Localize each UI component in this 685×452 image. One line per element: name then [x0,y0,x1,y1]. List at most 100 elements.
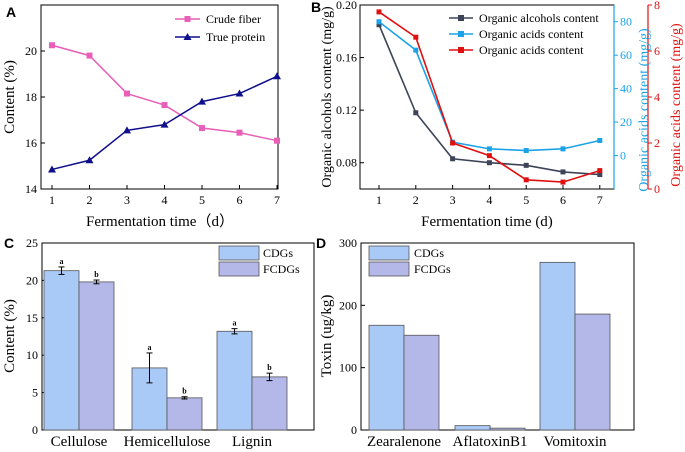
panel-b-point-alcohols [450,156,456,162]
panel-b-point-acids-blue [376,19,382,25]
panel-a-point-true-protein [160,120,169,128]
panel-d-ylabel: Toxin (ug/kg) [319,295,335,378]
panel-b-line-acids-blue [378,21,600,152]
panel-b-xtick-label: 2 [413,193,419,207]
panel-b-ytick-right2-label: 8 [654,0,660,12]
legend-d-fcdgs-label: FCDGs [414,262,451,276]
panel-c-bar-cdgs [216,330,253,431]
panel-b-ytick-right2-label: 2 [654,136,660,150]
panel-b-ytick-right2-label: 4 [654,90,660,104]
panel-b-point-alcohols [413,110,419,116]
panel-b-ylabel-right1: Organic acids content (mg/g) [637,28,652,192]
panel-c-category-label: Cellulose [51,434,108,450]
legend-true-protein-marker [183,33,192,40]
panel-c-bar-fcdgs [251,376,288,431]
panel-a-point-crude-fiber [49,42,55,49]
panel-c-significance-label: b [182,387,187,396]
panel-a-xtick-label: 3 [124,193,130,207]
panel-b-ytick-right2-label: 6 [654,44,660,58]
panel-a-ytick-label: 16 [25,136,37,150]
panel-d-category-label: AflatoxinB1 [453,434,528,450]
legend-d-cdgs-label: CDGs [414,246,444,260]
panel-a-ytick-label: 18 [25,90,37,104]
panel-a-point-crude-fiber [124,90,130,97]
panel-a-xtick-label: 4 [162,193,168,207]
panel-b-ticks: 1 2 3 4 5 6 7 0.08 0.12 0.16 0.20 0 20 40 60 80 0 2 4 6 8 [336,0,660,207]
panel-c-bar-cdgs [43,270,80,431]
panel-b-point-alcohols [560,169,566,175]
panel-a-point-crude-fiber [161,102,168,109]
panel-b-series [376,9,603,185]
panel-c-significance-label: a [60,257,64,266]
panel-c-ytick-label: 10 [26,348,38,362]
panel-a-xtick-label: 2 [87,193,93,207]
panel-d-ytick-label: 200 [339,298,357,312]
panel-b-point-alcohols [376,22,382,28]
panel-b-letter: B [311,0,321,15]
panel-b-ylabel-left: Organic alcohols content (mg/g) [320,6,335,188]
panel-c-ytick-label: 0 [32,423,38,437]
panel-b-ylabel-right2: Organic acids content (mg/g) [669,23,684,187]
panel-c-bar-fcdgs [78,281,115,431]
legend-d-fcdgs-swatch [368,261,410,277]
panel-d-letter: D [316,235,326,251]
panel-b-point-alcohols [597,172,603,178]
panel-c-significance-label: a [233,319,237,328]
panel-c-ylabel: Content (%) [2,299,18,373]
panel-b-ytick-right1-label: 40 [620,82,632,96]
panel-a: A 1 2 3 4 5 6 7 14 16 18 20 Content (%) Fermentati… [2,4,281,230]
panel-b-point-acids-red [450,140,456,146]
panel-b-point-acids-blue [413,47,419,53]
panel-a-series [48,42,281,173]
panel-b-ytick-right2-label: 0 [654,182,660,196]
panel-c-ytick-label: 25 [26,236,38,250]
panel-b: B 1 2 3 4 5 6 70.080.120.160.2002040608002468 … [311,0,684,230]
legend-crude-fiber-label: Crude fiber [206,12,261,26]
panel-a-letter: A [6,4,16,20]
panel-a-xtick-label: 5 [199,193,205,207]
panel-a-point-crude-fiber [236,129,243,136]
panel-b-point-acids-red [486,153,492,159]
panel-b-xtick-label: 3 [450,193,456,207]
panel-c-category-label: Lignin [232,434,272,450]
panel-a-xtick-label: 1 [49,193,55,207]
panel-a-point-crude-fiber [86,52,93,59]
panel-b-xtick-label: 7 [597,193,603,207]
legend-c-fcdgs-swatch [218,261,260,277]
panel-d-legend: CDGs FCDGs [368,245,451,277]
panel-a-point-true-protein [85,156,94,164]
panel-b-point-acids-blue [523,148,529,154]
panel-c-significance-label: b [94,270,99,279]
panel-b-xtick-label: 6 [560,193,566,207]
panel-b-point-acids-blue [486,146,492,152]
legend-c-cdgs-label: CDGs [263,246,293,260]
panel-d-ytick-label: 300 [339,236,357,250]
panel-d-bar-cdgs [454,425,491,431]
panel-c-bar-fcdgs [166,397,203,431]
panel-a-ticks: 1 2 3 4 5 6 7 14 16 18 20 [25,44,280,207]
panel-b-point-alcohols [523,162,529,168]
panel-b-ytick-right1-label: 60 [620,48,632,62]
panel-b-xtick-label: 5 [523,193,529,207]
panel-b-ytick-left-label: 0.16 [336,51,357,65]
panel-b-point-acids-red [560,179,566,185]
panel-a-point-true-protein [198,97,206,105]
panel-b-point-acids-blue [597,137,603,143]
panel-d-bar-cdgs [368,324,405,431]
panel-c-ytick-label: 20 [26,273,38,287]
legend-d-cdgs-swatch [368,245,410,261]
panel-d-bar-fcdgs [489,427,526,431]
panel-a-point-true-protein [235,89,244,97]
panel-d-ticks: 0 100 200 300 Zearalenone AflatoxinB1 Vomitoxi… [339,236,607,450]
panel-b-point-acids-red [413,34,419,40]
legend-c-fcdgs-label: FCDGs [263,262,300,276]
panel-a-ytick-label: 14 [25,182,37,196]
panel-b-point-acids-red [523,177,529,183]
panel-b-xtick-label: 4 [486,193,492,207]
panel-b-point-alcohols [486,160,492,166]
panel-c-ytick-label: 5 [32,386,38,400]
panel-b-ytick-right1-label: 80 [620,15,632,29]
panel-c-ticks: 0 5 10 15 20 25 Cellulose Hemicellulose Lignin [26,236,272,450]
panel-b-xlabel: Fermentation time (d) [421,214,553,230]
